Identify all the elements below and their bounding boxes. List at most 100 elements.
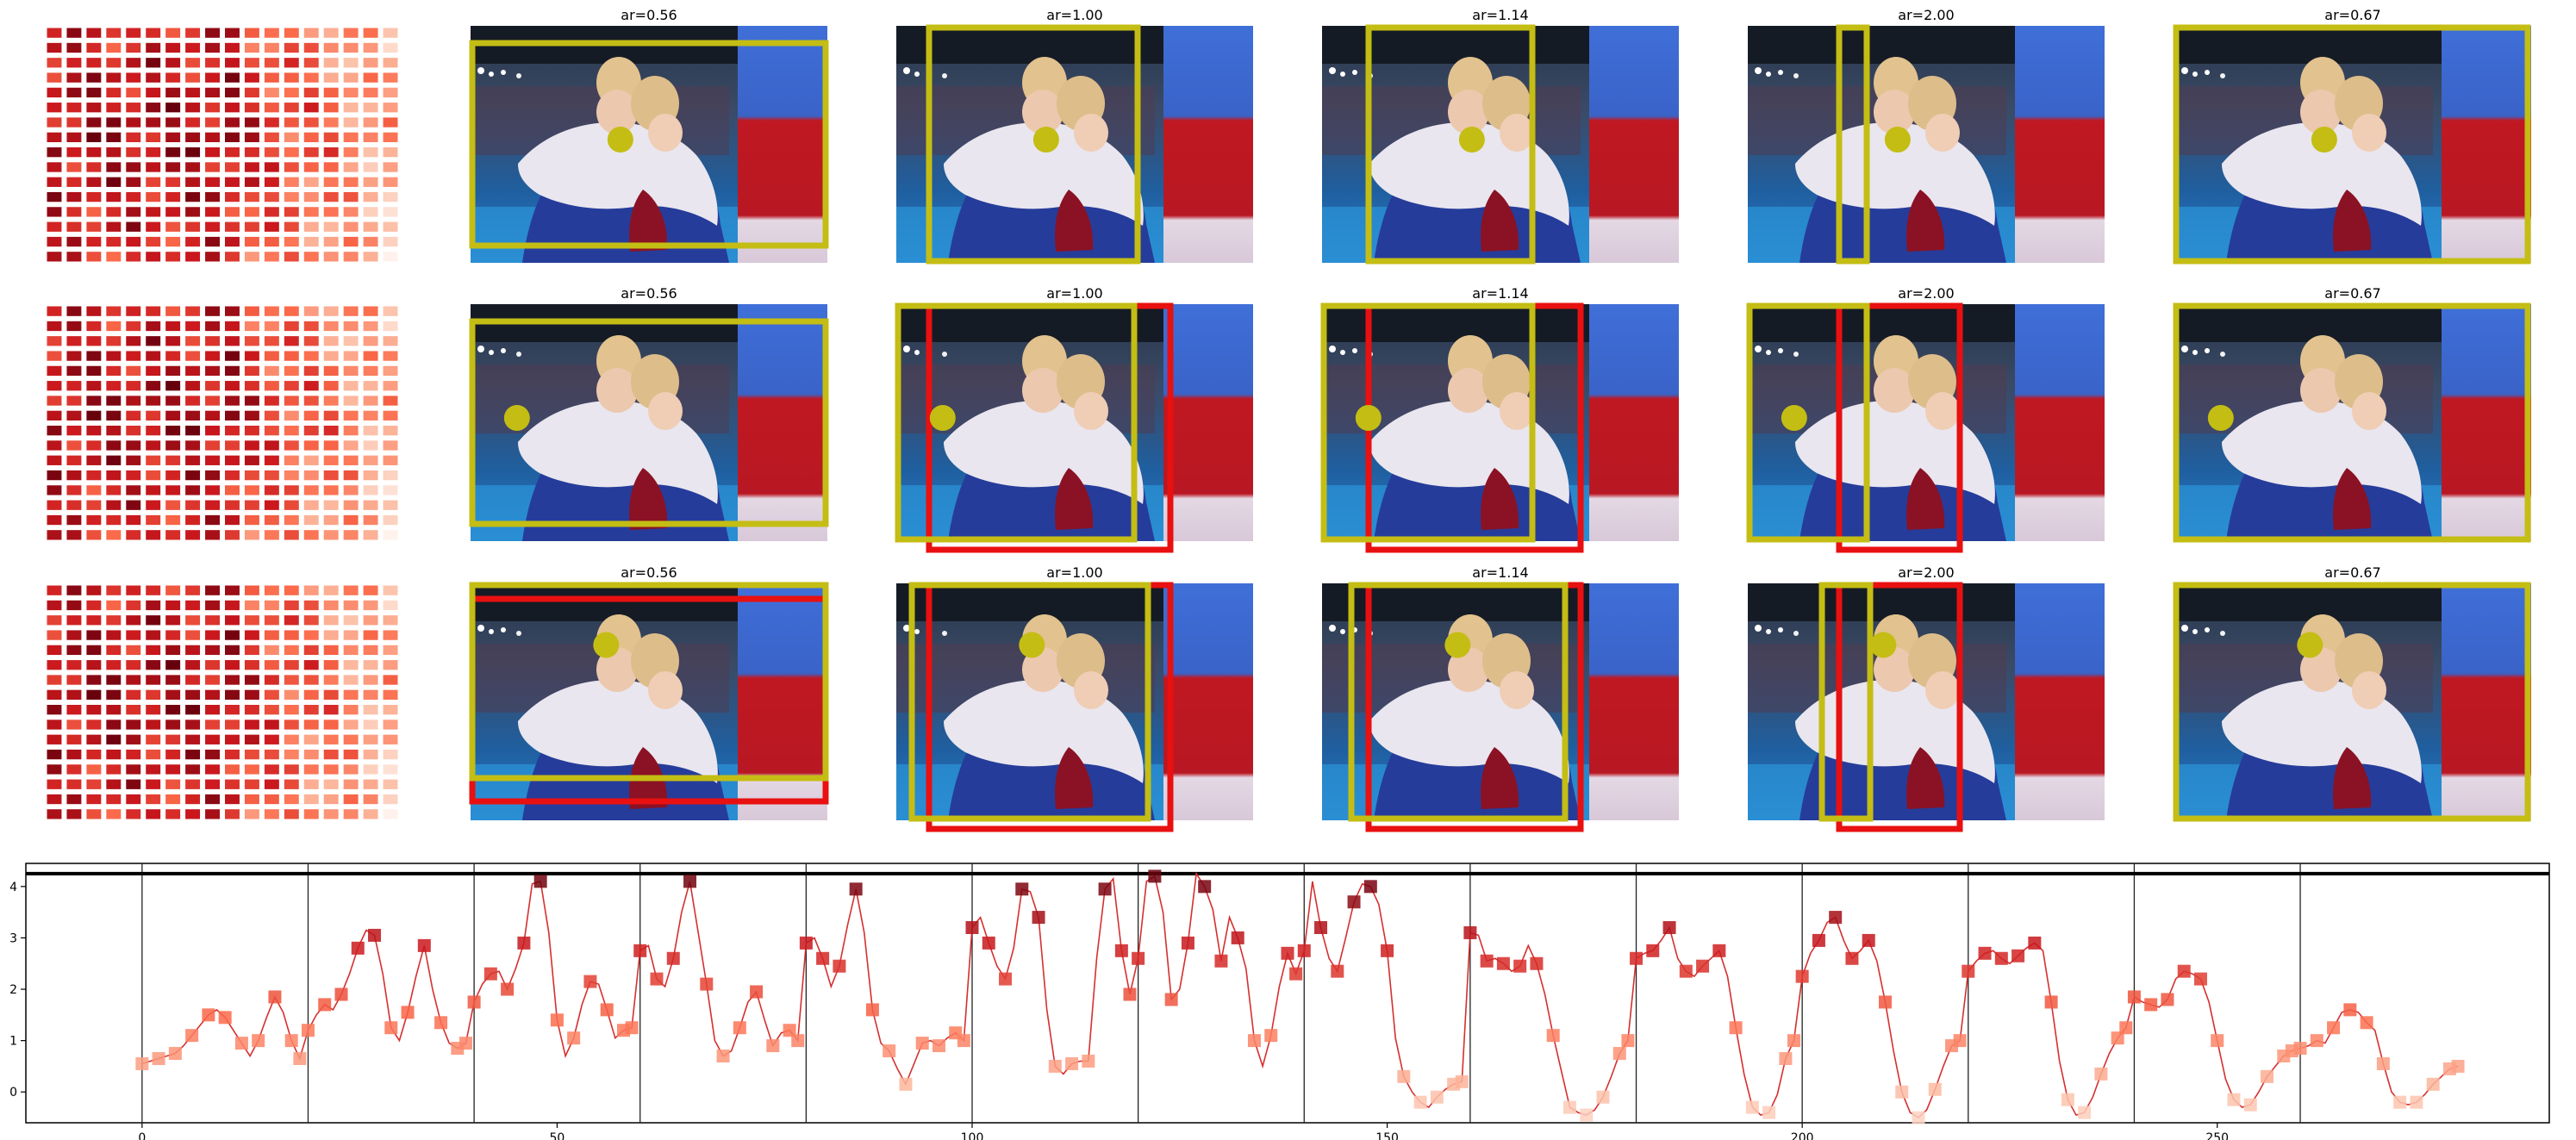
heatmap-cell [342, 161, 359, 173]
data-point-marker [791, 1034, 805, 1048]
heatmap-cell [105, 584, 122, 596]
heatmap-cell [184, 72, 202, 84]
heatmap-cell [65, 529, 83, 541]
heatmap-cell [224, 719, 240, 731]
heatmap-cell [322, 57, 340, 69]
heatmap-cell [184, 778, 202, 790]
heatmap-cell [382, 176, 399, 188]
heatmap-cell [85, 305, 103, 317]
heatmap-cell [263, 146, 280, 159]
data-point-marker [1331, 964, 1344, 978]
data-point-marker [268, 990, 282, 1004]
heatmap-cell [322, 644, 340, 657]
heatmap-cell [303, 644, 320, 657]
heatmap-cell [382, 395, 399, 407]
heatmap-cell [65, 335, 83, 347]
heatmap-cell [204, 748, 221, 761]
saliency-point [1884, 127, 1911, 153]
heatmap-cell [342, 364, 359, 377]
heatmap-cell [85, 251, 103, 263]
heatmap-cell [224, 763, 240, 776]
image-grid: ar=0.56 ar=1.00 ar=1.14 ar=2.00 ar=0.67 ar=0.… [46, 7, 2531, 832]
heatmap-cell [105, 704, 122, 716]
heatmap-cell [125, 116, 142, 128]
heatmap-cell [342, 72, 359, 84]
heatmap-cell [283, 688, 300, 701]
heatmap-cell [105, 146, 122, 159]
heatmap-cell [204, 469, 221, 482]
heatmap-cell [224, 72, 240, 84]
heatmap-cell [105, 190, 122, 203]
heatmap-cell [322, 439, 340, 452]
heatmap-cell [303, 395, 320, 407]
heatmap-cell [362, 688, 379, 701]
crop-panel: ar=0.56 [469, 7, 829, 263]
heatmap-cell [184, 599, 202, 612]
heatmap-cell [46, 41, 63, 54]
heatmap-cell [224, 454, 240, 466]
heatmap-cell [322, 221, 340, 233]
heatmap-cell [204, 674, 221, 686]
heatmap-cell [362, 190, 379, 203]
heatmap-cell [46, 629, 63, 641]
data-point-marker [434, 1016, 448, 1030]
heatmap-cell [283, 409, 300, 421]
heatmap-cell [145, 350, 162, 362]
heatmap-cell [263, 350, 280, 362]
heatmap-cell [303, 763, 320, 776]
data-point-marker [1978, 946, 1992, 960]
heatmap-cell [204, 57, 221, 69]
heatmap-cell [65, 469, 83, 482]
heatmap-cell [165, 320, 182, 333]
heatmap-cell [342, 131, 359, 143]
heatmap-cell [362, 599, 379, 612]
crop-panel: ar=1.14 [1322, 564, 1679, 832]
panel-title: ar=0.56 [621, 564, 677, 581]
heatmap-cell [184, 364, 202, 377]
heatmap-cell [283, 190, 300, 203]
heatmap-cell [165, 116, 182, 128]
heatmap-cell [165, 599, 182, 612]
heatmap-cell [303, 190, 320, 203]
heatmap-cell [145, 778, 162, 790]
heatmap-cell [165, 719, 182, 731]
data-point-marker [982, 936, 995, 950]
heatmap-cell [145, 320, 162, 333]
data-point-marker [1413, 1095, 1427, 1109]
crop-panel: ar=0.67 [2173, 285, 2531, 543]
heatmap-cell [263, 484, 280, 496]
heatmap-cell [243, 146, 260, 159]
data-point-marker [1845, 951, 1859, 965]
x-tick-label: 50 [550, 1131, 565, 1140]
heatmap-cell [105, 514, 122, 526]
heatmap-cell [204, 206, 221, 218]
heatmap-cell [283, 748, 300, 761]
crop-panel: ar=2.00 [1748, 7, 2105, 265]
heatmap-cell [46, 688, 63, 701]
heatmap-cell [322, 364, 340, 377]
heatmap-cell [362, 629, 379, 641]
heatmap-cell [125, 335, 142, 347]
heatmap-cell [105, 86, 122, 99]
crop-panel: ar=2.00 [1746, 285, 2105, 553]
heatmap-cell [283, 584, 300, 596]
heatmap-cell [263, 251, 280, 263]
heatmap-cell [303, 380, 320, 392]
crop-box [2173, 302, 2531, 543]
data-point-marker [467, 995, 481, 1009]
heatmap-cell [382, 425, 399, 437]
heatmap-cell [243, 644, 260, 657]
heatmap-cell [145, 644, 162, 657]
heatmap-cell [46, 484, 63, 496]
heatmap-cell [46, 364, 63, 377]
heatmap-cell [105, 778, 122, 790]
heatmap-cell [165, 733, 182, 745]
heatmap-cell [46, 102, 63, 114]
data-point-marker [1596, 1090, 1610, 1104]
heatmap-cell [224, 27, 240, 39]
heatmap-cell [145, 499, 162, 511]
data-point-marker [2094, 1067, 2108, 1081]
heatmap-cell [184, 719, 202, 731]
heatmap-cell [283, 57, 300, 69]
